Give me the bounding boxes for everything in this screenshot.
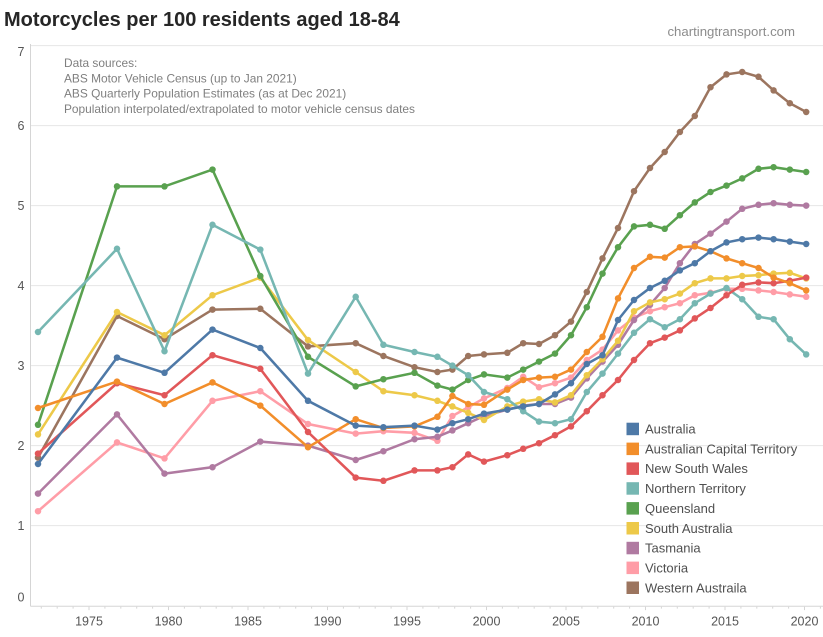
svg-text:2: 2: [18, 439, 25, 453]
svg-text:Tasmania: Tasmania: [645, 541, 701, 556]
svg-text:ABS Motor Vehicle Census (up t: ABS Motor Vehicle Census (up to Jan 2021…: [64, 71, 297, 85]
svg-text:Northern Territory: Northern Territory: [645, 481, 746, 496]
svg-text:6: 6: [18, 119, 25, 133]
svg-text:5: 5: [18, 199, 25, 213]
svg-text:Queensland: Queensland: [645, 501, 715, 516]
svg-text:Victoria: Victoria: [645, 560, 689, 575]
svg-text:Western Austraila: Western Austraila: [645, 580, 747, 595]
svg-text:0: 0: [18, 590, 25, 604]
svg-text:chartingtransport.com: chartingtransport.com: [667, 24, 795, 39]
svg-text:2010: 2010: [632, 614, 660, 628]
svg-text:South Australia: South Australia: [645, 521, 733, 536]
svg-text:2005: 2005: [552, 614, 580, 628]
svg-text:Population interpolated/extrap: Population interpolated/extrapolated to …: [64, 102, 415, 116]
svg-text:1: 1: [18, 519, 25, 533]
svg-text:Australian Capital Territory: Australian Capital Territory: [645, 441, 798, 456]
svg-text:New South Wales: New South Wales: [645, 461, 748, 476]
svg-text:ABS Quarterly Population Estim: ABS Quarterly Population Estimates (as a…: [64, 87, 346, 101]
svg-text:1995: 1995: [393, 614, 421, 628]
svg-text:2000: 2000: [473, 614, 501, 628]
svg-text:Data sources:: Data sources:: [64, 56, 137, 70]
svg-text:1980: 1980: [155, 614, 183, 628]
svg-text:1990: 1990: [314, 614, 342, 628]
svg-text:Motorcycles per 100 residents: Motorcycles per 100 residents aged 18-84: [4, 9, 401, 31]
svg-text:2015: 2015: [711, 614, 739, 628]
svg-text:2020: 2020: [791, 614, 819, 628]
svg-text:3: 3: [18, 359, 25, 373]
svg-text:1975: 1975: [75, 614, 103, 628]
svg-text:7: 7: [18, 45, 25, 59]
svg-text:Australia: Australia: [645, 422, 696, 437]
svg-text:4: 4: [18, 279, 25, 293]
svg-text:1985: 1985: [234, 614, 262, 628]
